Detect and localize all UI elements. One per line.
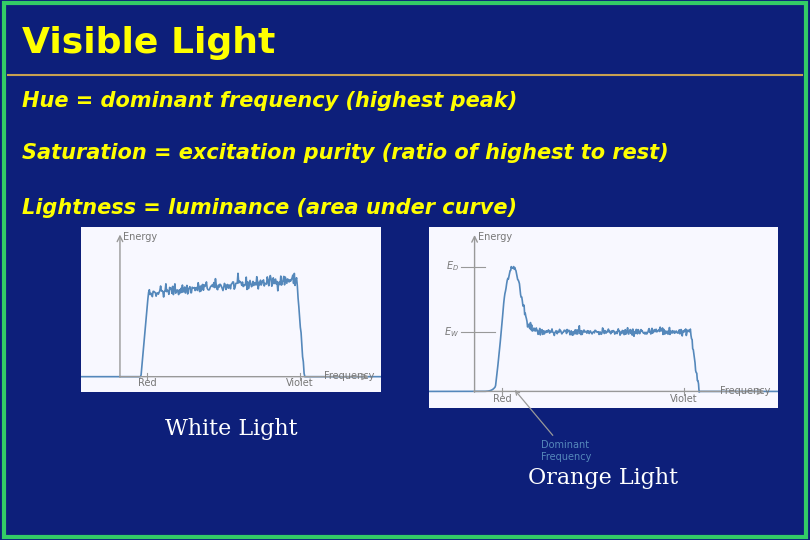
Text: Visible Light: Visible Light (23, 25, 275, 59)
Text: Dominant
Frequency: Dominant Frequency (516, 391, 591, 462)
Text: Orange Light: Orange Light (528, 467, 679, 489)
Text: Lightness = luminance (area under curve): Lightness = luminance (area under curve) (23, 198, 518, 218)
Text: $E_W$: $E_W$ (444, 325, 459, 339)
Text: Frequency: Frequency (720, 386, 770, 395)
Text: Hue = dominant frequency (highest peak): Hue = dominant frequency (highest peak) (23, 91, 518, 111)
Text: Violet: Violet (670, 394, 697, 404)
Text: Energy: Energy (478, 232, 512, 242)
Text: Red: Red (493, 394, 512, 404)
Text: $E_D$: $E_D$ (446, 260, 459, 273)
Text: Violet: Violet (286, 378, 313, 388)
Text: Red: Red (138, 378, 156, 388)
Text: Frequency: Frequency (324, 371, 375, 381)
Text: White Light: White Light (164, 418, 297, 440)
Text: Energy: Energy (123, 232, 157, 242)
Text: Saturation = excitation purity (ratio of highest to rest): Saturation = excitation purity (ratio of… (23, 143, 669, 163)
